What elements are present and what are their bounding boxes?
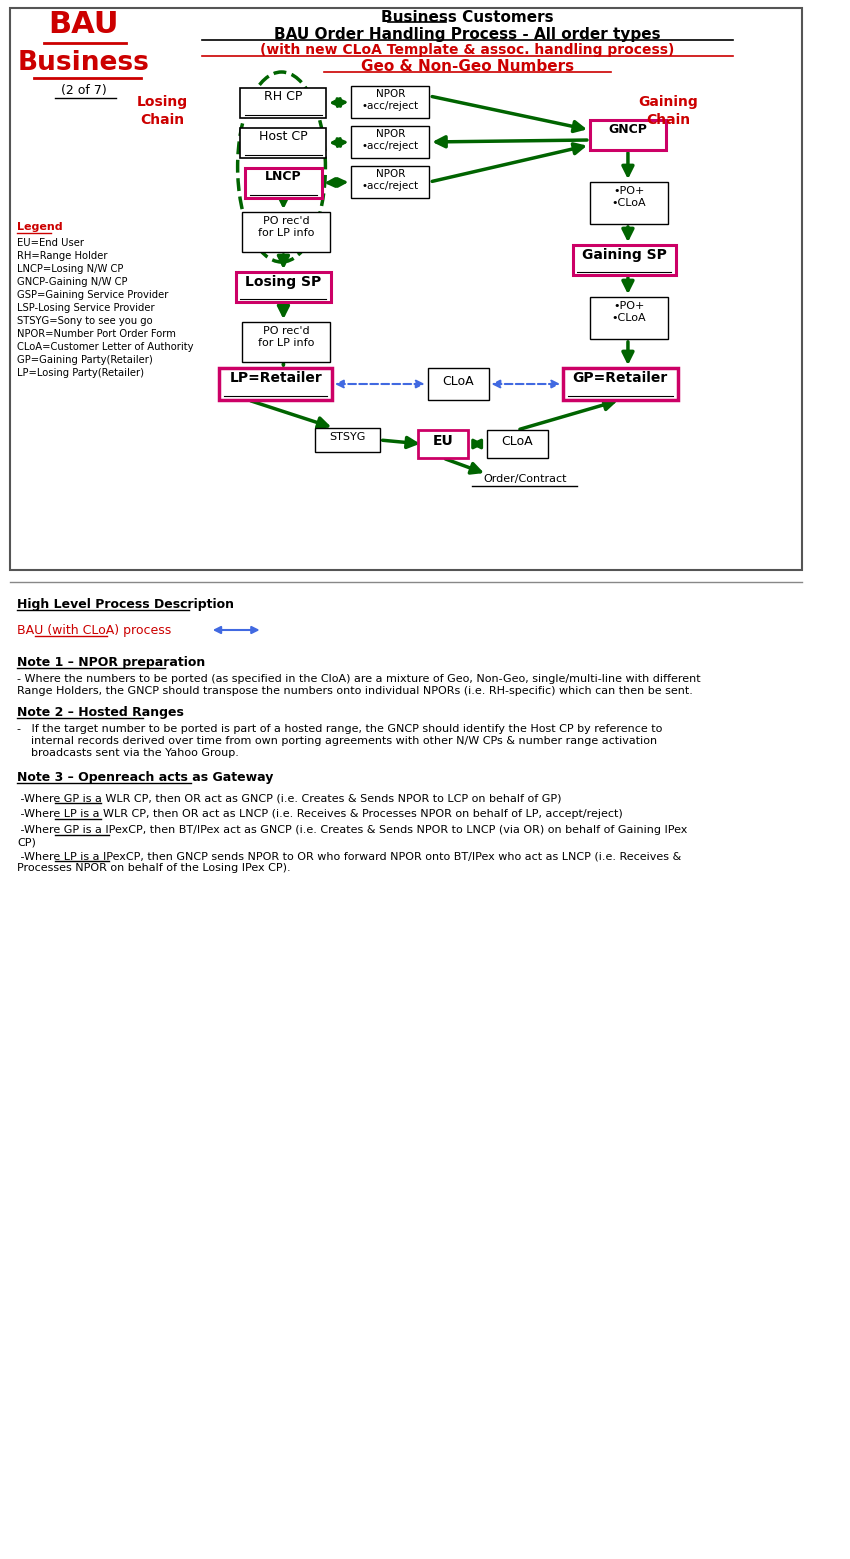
Text: NPOR
•acc/reject: NPOR •acc/reject (362, 89, 419, 111)
FancyBboxPatch shape (418, 430, 468, 458)
FancyBboxPatch shape (9, 8, 802, 571)
Text: Gaining
Chain: Gaining Chain (638, 95, 698, 128)
Text: broadcasts sent via the Yahoo Group.: broadcasts sent via the Yahoo Group. (17, 748, 239, 758)
FancyBboxPatch shape (590, 120, 666, 150)
Text: Legend: Legend (17, 221, 63, 232)
Text: STSYG: STSYG (329, 432, 366, 443)
Text: Host CP: Host CP (259, 129, 308, 143)
Text: LP=Retailer: LP=Retailer (230, 371, 322, 385)
Text: (2 of 7): (2 of 7) (61, 84, 107, 97)
Text: •PO+
•CLoA: •PO+ •CLoA (612, 301, 646, 323)
Text: -Where GP is a IPexCP, then BT/IPex act as GNCP (i.e. Creates & Sends NPOR to LN: -Where GP is a IPexCP, then BT/IPex act … (17, 825, 688, 836)
Text: NPOR=Number Port Order Form: NPOR=Number Port Order Form (17, 329, 176, 338)
Text: LSP-Losing Service Provider: LSP-Losing Service Provider (17, 302, 155, 313)
Text: RH CP: RH CP (264, 90, 303, 103)
Text: Gaining SP: Gaining SP (581, 248, 666, 262)
Text: (with new CLoA Template & assoc. handling process): (with new CLoA Template & assoc. handlin… (260, 44, 675, 58)
FancyBboxPatch shape (351, 86, 429, 118)
Text: BAU Order Handling Process - All order types: BAU Order Handling Process - All order t… (275, 27, 661, 42)
FancyBboxPatch shape (242, 323, 330, 362)
Text: BAU (with CLoA) process: BAU (with CLoA) process (17, 624, 172, 638)
Text: NPOR
•acc/reject: NPOR •acc/reject (362, 168, 419, 190)
FancyBboxPatch shape (573, 245, 676, 274)
Text: LP=Losing Party(Retailer): LP=Losing Party(Retailer) (17, 368, 144, 377)
Text: Losing SP: Losing SP (246, 274, 321, 288)
Text: EU=End User: EU=End User (17, 239, 84, 248)
Text: EU: EU (433, 433, 453, 447)
FancyBboxPatch shape (241, 128, 326, 157)
FancyBboxPatch shape (235, 271, 332, 302)
FancyBboxPatch shape (219, 368, 332, 401)
Text: Order/Contract: Order/Contract (483, 474, 567, 483)
Text: - Where the numbers to be ported (as specified in the CloA) are a mixture of Geo: - Where the numbers to be ported (as spe… (17, 673, 700, 684)
FancyBboxPatch shape (315, 429, 380, 452)
Text: LNCP: LNCP (265, 170, 302, 182)
FancyBboxPatch shape (428, 368, 489, 401)
Text: Losing
Chain: Losing Chain (137, 95, 188, 128)
Text: GP=Gaining Party(Retailer): GP=Gaining Party(Retailer) (17, 355, 153, 365)
Text: Business Customers: Business Customers (382, 9, 554, 25)
Text: GSP=Gaining Service Provider: GSP=Gaining Service Provider (17, 290, 168, 299)
Text: -   If the target number to be ported is part of a hosted range, the GNCP should: - If the target number to be ported is p… (17, 723, 662, 734)
Text: Note 3 – Openreach acts as Gateway: Note 3 – Openreach acts as Gateway (17, 772, 274, 784)
Text: •PO+
•CLoA: •PO+ •CLoA (612, 186, 646, 207)
Text: High Level Process Description: High Level Process Description (17, 599, 235, 611)
Text: Range Holders, the GNCP should transpose the numbers onto individual NPORs (i.e.: Range Holders, the GNCP should transpose… (17, 686, 693, 695)
Text: CLoA: CLoA (502, 435, 533, 447)
Text: Note 2 – Hosted Ranges: Note 2 – Hosted Ranges (17, 706, 184, 719)
FancyBboxPatch shape (487, 430, 547, 458)
FancyBboxPatch shape (351, 126, 429, 157)
FancyBboxPatch shape (242, 212, 330, 253)
Text: STSYG=Sony to see you go: STSYG=Sony to see you go (17, 316, 153, 326)
Text: Business: Business (18, 50, 150, 76)
Text: BAU: BAU (48, 9, 119, 39)
Text: CLoA: CLoA (442, 376, 474, 388)
Text: internal records derived over time from own porting agreements with other N/W CP: internal records derived over time from … (17, 736, 657, 747)
Text: Geo & Non-Geo Numbers: Geo & Non-Geo Numbers (361, 59, 575, 73)
Text: NPOR
•acc/reject: NPOR •acc/reject (362, 129, 419, 151)
Text: -Where GP is a WLR CP, then OR act as GNCP (i.e. Creates & Sends NPOR to LCP on : -Where GP is a WLR CP, then OR act as GN… (17, 794, 562, 803)
Text: -Where LP is a IPexCP, then GNCP sends NPOR to OR who forward NPOR onto BT/IPex : -Where LP is a IPexCP, then GNCP sends N… (17, 851, 682, 861)
Text: -Where LP is a WLR CP, then OR act as LNCP (i.e. Receives & Processes NPOR on be: -Where LP is a WLR CP, then OR act as LN… (17, 809, 623, 818)
Text: RH=Range Holder: RH=Range Holder (17, 251, 108, 260)
FancyBboxPatch shape (241, 87, 326, 118)
FancyBboxPatch shape (246, 168, 321, 198)
Text: LNCP=Losing N/W CP: LNCP=Losing N/W CP (17, 263, 123, 274)
Text: Note 1 – NPOR preparation: Note 1 – NPOR preparation (17, 656, 206, 669)
FancyBboxPatch shape (563, 368, 677, 401)
Text: PO rec'd
for LP info: PO rec'd for LP info (258, 217, 314, 237)
Text: PO rec'd
for LP info: PO rec'd for LP info (258, 326, 314, 348)
Text: Processes NPOR on behalf of the Losing IPex CP).: Processes NPOR on behalf of the Losing I… (17, 864, 291, 873)
FancyBboxPatch shape (351, 165, 429, 198)
Text: CP): CP) (17, 837, 36, 847)
Text: CLoA=Customer Letter of Authority: CLoA=Customer Letter of Authority (17, 341, 194, 352)
FancyBboxPatch shape (590, 298, 668, 338)
Text: GP=Retailer: GP=Retailer (573, 371, 668, 385)
Text: GNCP-Gaining N/W CP: GNCP-Gaining N/W CP (17, 278, 128, 287)
FancyBboxPatch shape (590, 182, 668, 224)
Text: GNCP: GNCP (609, 123, 648, 136)
